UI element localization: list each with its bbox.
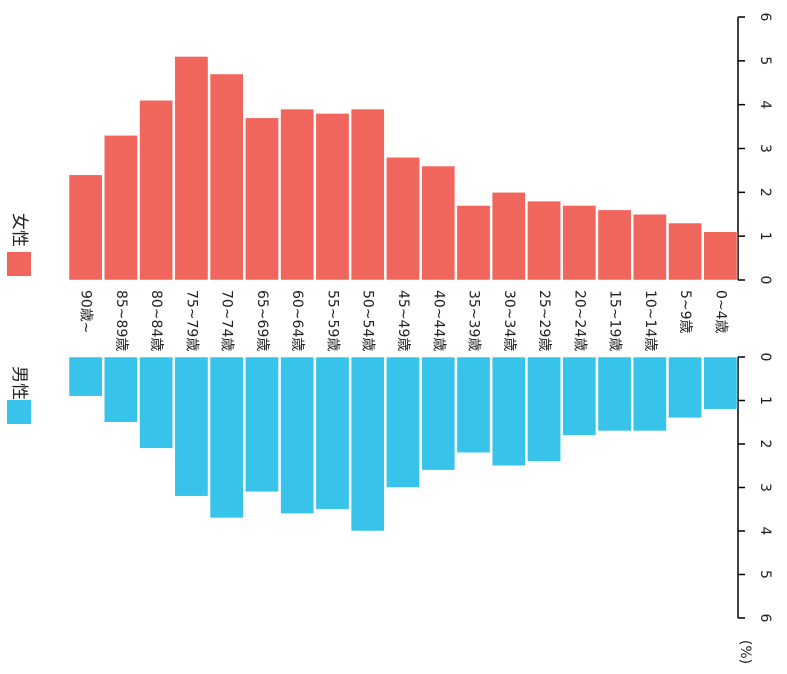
legend-label: 女性 xyxy=(9,213,29,247)
bar xyxy=(350,108,385,281)
bar xyxy=(174,56,209,281)
bar xyxy=(139,100,174,281)
x-tick-label: 25~29歳 xyxy=(536,290,552,351)
x-tick-label: 90歳~ xyxy=(78,290,94,334)
y-tick-label: 3 xyxy=(757,144,773,153)
y-tick-label: 0 xyxy=(757,276,773,285)
x-tick-label: 80~84歳 xyxy=(148,290,164,351)
bar xyxy=(209,356,244,519)
bar xyxy=(562,205,597,281)
bar xyxy=(456,205,491,281)
legend-swatch xyxy=(7,400,31,424)
x-tick-label: 45~49歳 xyxy=(395,290,411,351)
x-tick-label: 0~4歳 xyxy=(712,290,728,334)
x-tick-label: 30~34歳 xyxy=(501,290,517,351)
y-tick-label: 2 xyxy=(757,440,773,449)
y-tick-label: 5 xyxy=(757,570,773,579)
legend-label: 男性 xyxy=(9,366,29,400)
y-tick-label: 0 xyxy=(757,353,773,362)
bar xyxy=(421,356,456,471)
legend-swatch xyxy=(7,252,31,276)
bar xyxy=(245,117,279,281)
x-tick-label: 50~54歳 xyxy=(360,290,376,351)
bar xyxy=(456,356,491,453)
bar xyxy=(315,356,350,510)
x-tick-label: 10~14歳 xyxy=(642,290,658,351)
bar xyxy=(491,192,526,281)
x-tick-label: 75~79歳 xyxy=(183,290,199,351)
y-tick-label: 5 xyxy=(757,56,773,65)
y-tick-label: 2 xyxy=(757,188,773,197)
bar xyxy=(597,356,632,432)
bar xyxy=(350,356,385,532)
y-tick-label: 6 xyxy=(757,614,773,623)
bar xyxy=(174,356,209,497)
y-tick-label: 1 xyxy=(757,396,773,405)
x-tick-label: 35~39歳 xyxy=(466,290,482,351)
x-tick-label: 55~59歳 xyxy=(324,290,340,351)
x-tick-label: 70~74歳 xyxy=(219,290,235,351)
x-tick-label: 15~19歳 xyxy=(607,290,623,351)
y-tick-label: 6 xyxy=(757,13,773,22)
bar xyxy=(386,356,420,488)
y-tick-label: 4 xyxy=(757,527,773,536)
bar xyxy=(597,209,632,281)
x-tick-label: 5~9歳 xyxy=(677,290,693,334)
bar xyxy=(245,356,279,493)
bar xyxy=(280,108,315,281)
bar xyxy=(209,73,244,281)
x-tick-label: 60~64歳 xyxy=(289,290,305,351)
x-tick-label: 85~89歳 xyxy=(113,290,129,351)
x-tick-label: 40~44歳 xyxy=(430,290,446,351)
bar xyxy=(668,222,702,281)
bar xyxy=(68,356,103,397)
bar xyxy=(703,356,738,410)
bar xyxy=(668,356,702,419)
bar xyxy=(527,200,561,281)
bar xyxy=(527,356,561,462)
bar xyxy=(491,356,526,466)
y-tick-label: 4 xyxy=(757,100,773,109)
bar xyxy=(68,174,103,281)
bar xyxy=(104,135,138,281)
bar xyxy=(632,356,667,432)
bar xyxy=(562,356,597,436)
bar xyxy=(280,356,315,514)
y-tick-label: 1 xyxy=(757,232,773,241)
x-tick-label: 65~69歳 xyxy=(254,290,270,351)
y-tick-label: 3 xyxy=(757,483,773,492)
bar xyxy=(315,113,350,281)
axis-unit: (%) xyxy=(737,640,753,664)
x-tick-label: 20~24歳 xyxy=(571,290,587,351)
bar xyxy=(386,157,420,281)
bar xyxy=(632,214,667,281)
bar xyxy=(421,165,456,281)
bar xyxy=(703,231,738,281)
bar xyxy=(139,356,174,449)
bar xyxy=(104,356,138,423)
